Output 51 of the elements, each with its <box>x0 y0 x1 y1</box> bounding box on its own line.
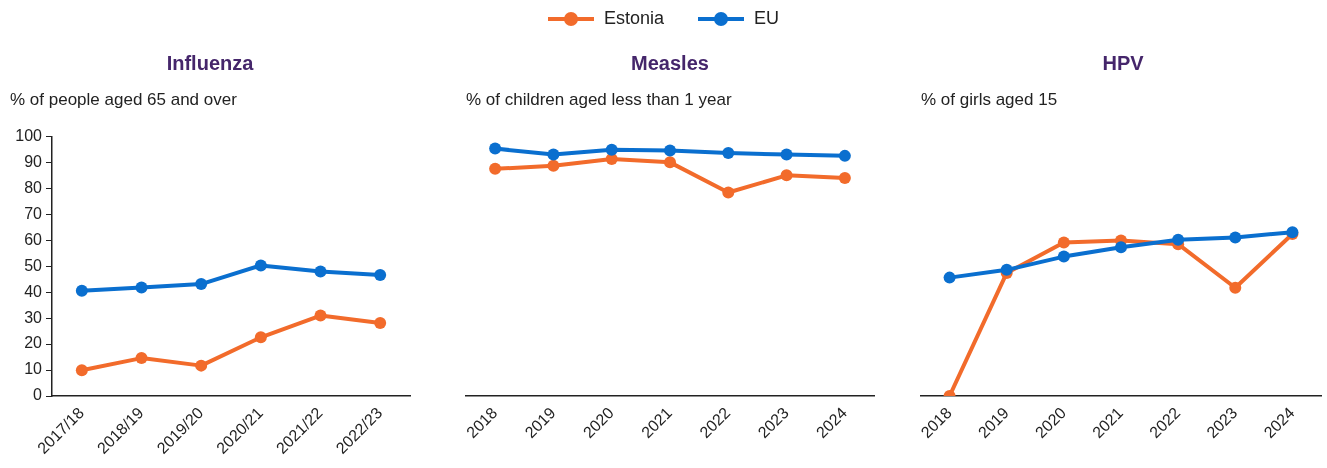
point <box>314 265 327 278</box>
point <box>664 144 676 157</box>
point <box>75 364 88 377</box>
chart-title: Measles <box>631 51 709 74</box>
point <box>374 269 387 282</box>
y-tick-label: 0 <box>33 386 43 404</box>
point <box>1057 236 1070 249</box>
point <box>838 149 851 162</box>
y-tick-label: 80 <box>24 178 43 196</box>
point <box>254 331 267 344</box>
point <box>605 143 618 156</box>
point <box>489 162 502 175</box>
chart-subtitle: % of girls aged 15 <box>921 89 1058 109</box>
legend-label: Estonia <box>603 8 665 29</box>
chart-subtitle: % of people aged 65 and over <box>10 89 238 109</box>
point <box>135 352 148 365</box>
point <box>664 156 676 169</box>
y-tick-label: 50 <box>24 256 43 274</box>
point <box>489 142 502 155</box>
chart-subtitle: % of children aged less than 1 year <box>466 89 732 109</box>
y-tick-label: 30 <box>24 308 43 326</box>
point <box>547 148 560 161</box>
point <box>1229 231 1242 244</box>
point <box>780 169 793 182</box>
point <box>1057 250 1070 263</box>
y-tick-label: 10 <box>24 360 43 378</box>
point <box>722 186 735 199</box>
point <box>547 159 560 172</box>
chart-title: Influenza <box>166 51 255 74</box>
y-tick-label: 100 <box>15 126 43 144</box>
point <box>254 259 267 272</box>
point <box>195 359 208 372</box>
point <box>314 309 327 322</box>
point <box>943 271 956 284</box>
legend-label: EU <box>754 8 780 29</box>
y-tick-label: 70 <box>24 204 43 222</box>
chart-title: HPV <box>1102 51 1145 74</box>
point <box>780 148 793 161</box>
point <box>1172 233 1185 246</box>
point <box>722 147 735 160</box>
y-tick-label: 20 <box>24 334 43 352</box>
y-tick-label: 60 <box>24 230 43 248</box>
point <box>1115 241 1127 254</box>
y-tick-label: 90 <box>24 152 43 170</box>
point <box>374 317 387 330</box>
point <box>838 171 851 184</box>
point <box>1229 281 1242 294</box>
point <box>195 278 208 291</box>
y-tick-label: 40 <box>24 282 43 300</box>
point <box>75 284 88 297</box>
point <box>135 281 148 294</box>
